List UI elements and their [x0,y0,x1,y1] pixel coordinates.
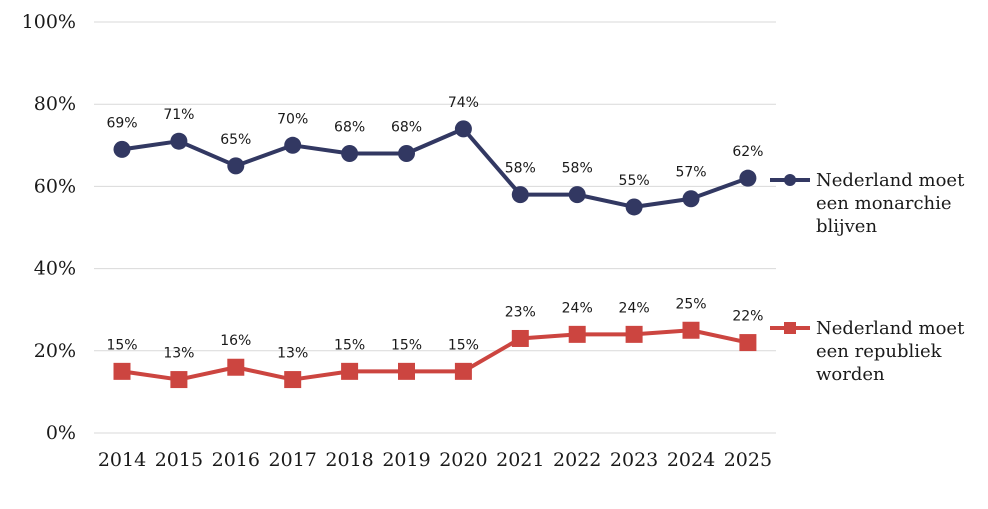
data-point [113,362,131,380]
y-tick-label: 20% [34,340,76,362]
data-label: 58% [505,161,536,177]
data-labels: 69% 71% 65% 70% 68% 68% 74% 58% 58% 55% 57% 62% 15% 1… [106,95,763,362]
data-point [170,132,188,150]
legend-label: Nederland moet [816,318,965,339]
series-line [121,328,749,382]
data-label: 13% [163,346,194,362]
data-label: 69% [106,115,137,131]
data-point [398,362,415,380]
x-tick-label: 2018 [325,449,373,471]
data-point [454,362,472,380]
y-tick-label: 60% [34,175,76,197]
x-tick-label: 2024 [667,449,715,471]
data-point [511,329,529,347]
data-label: 23% [505,304,536,320]
data-label: 24% [619,300,650,316]
x-tick-label: 2022 [553,449,601,471]
data-label: 15% [391,337,422,353]
data-label: 13% [277,346,308,362]
gridlines [94,21,776,434]
x-axis-tick-labels: 2014 2015 2016 2017 2018 2019 2020 2021 2022 2023… [98,449,772,471]
legend-label: blijven [816,216,877,237]
data-label: 15% [448,337,479,353]
x-tick-label: 2019 [382,449,430,471]
data-label: 62% [732,144,763,160]
data-label: 57% [675,165,706,181]
data-point [682,190,700,208]
y-tick-label: 80% [34,93,76,115]
y-tick-label: 0% [46,422,76,444]
x-tick-label: 2023 [610,449,658,471]
data-label: 68% [334,120,365,136]
x-tick-label: 2017 [269,449,317,471]
y-tick-label: 40% [34,258,76,280]
x-tick-label: 2021 [496,449,544,471]
series-group [113,120,757,389]
data-point [398,145,415,163]
legend-swatch-marker [784,322,796,334]
series-line [121,126,749,209]
data-label: 74% [448,95,479,111]
data-point [227,358,245,376]
data-point [341,145,359,163]
data-point [682,321,700,339]
y-axis-tick-labels: 0% 20% 40% 60% 80% 100% [22,11,76,444]
legend-label: een republiek [816,341,943,362]
x-tick-label: 2025 [724,449,772,471]
data-point [625,198,643,216]
legend-swatch-marker [784,174,796,186]
data-label: 16% [220,333,251,349]
legend-label: een monarchie [816,193,952,214]
data-point [341,362,359,380]
data-point [284,371,302,389]
data-label: 55% [619,173,650,189]
x-tick-label: 2020 [439,449,487,471]
data-point [739,334,757,352]
data-point [568,325,586,343]
data-label: 15% [334,337,365,353]
x-tick-label: 2015 [155,449,203,471]
data-point [454,120,472,138]
data-label: 71% [163,107,194,123]
data-label: 65% [220,132,251,148]
data-label: 24% [562,300,593,316]
data-point [284,136,302,154]
data-point [568,186,586,204]
data-point [227,157,245,175]
data-label: 70% [277,111,308,127]
data-point [113,140,131,158]
data-label: 15% [106,337,137,353]
data-point [739,169,757,187]
data-label: 22% [732,309,763,325]
data-label: 58% [562,161,593,177]
legend-label: worden [816,364,885,385]
data-point [625,325,643,343]
y-tick-label: 100% [22,11,76,33]
data-label: 68% [391,120,422,136]
legend-label: Nederland moet [816,170,965,191]
data-point [511,186,529,204]
x-tick-label: 2014 [98,449,146,471]
data-label: 25% [675,296,706,312]
x-tick-label: 2016 [212,449,260,471]
data-point [170,371,188,389]
